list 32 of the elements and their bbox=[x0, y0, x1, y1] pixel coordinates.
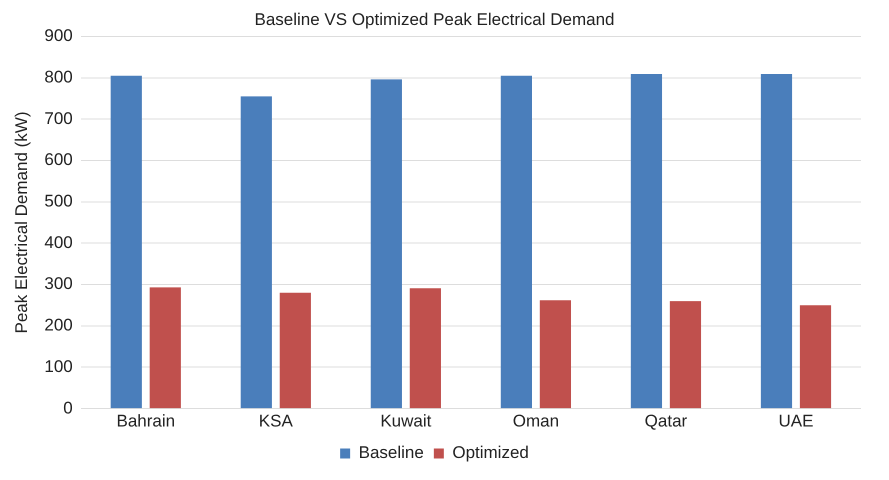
x-tick-label: KSA bbox=[258, 411, 294, 430]
bar bbox=[670, 301, 702, 408]
x-tick-label: Bahrain bbox=[116, 411, 176, 430]
bar bbox=[280, 292, 311, 408]
bar bbox=[110, 76, 142, 408]
y-axis-title: Peak Electrical Demand (kW) bbox=[12, 111, 31, 334]
bar bbox=[800, 305, 832, 408]
x-tick-label: Kuwait bbox=[380, 411, 432, 430]
y-tick-label: 100 bbox=[44, 356, 73, 376]
bar bbox=[500, 76, 532, 408]
bar bbox=[240, 96, 272, 408]
y-tick-label: 800 bbox=[44, 67, 73, 86]
x-tick-label: Qatar bbox=[644, 411, 688, 430]
legend-label: Optimized bbox=[452, 443, 529, 462]
y-tick-label: 0 bbox=[63, 398, 73, 418]
y-tick-label: 200 bbox=[44, 316, 73, 335]
bar bbox=[760, 74, 792, 408]
y-tick-label: 500 bbox=[44, 192, 73, 211]
y-tick-label: 900 bbox=[44, 26, 73, 46]
bar bbox=[150, 287, 181, 408]
y-tick-label: 600 bbox=[44, 150, 73, 170]
bar bbox=[370, 79, 402, 408]
x-tick-label: Oman bbox=[512, 411, 560, 430]
bar bbox=[630, 74, 662, 408]
legend-label: Baseline bbox=[358, 443, 424, 462]
y-tick-label: 300 bbox=[44, 274, 73, 294]
y-tick-label: 700 bbox=[44, 108, 73, 128]
bar bbox=[410, 288, 441, 408]
y-tick-label: 400 bbox=[44, 232, 73, 252]
x-tick-label: UAE bbox=[778, 411, 814, 430]
bar bbox=[540, 300, 572, 408]
chart-title: Baseline VS Optimized Peak Electrical Demand bbox=[254, 10, 614, 29]
